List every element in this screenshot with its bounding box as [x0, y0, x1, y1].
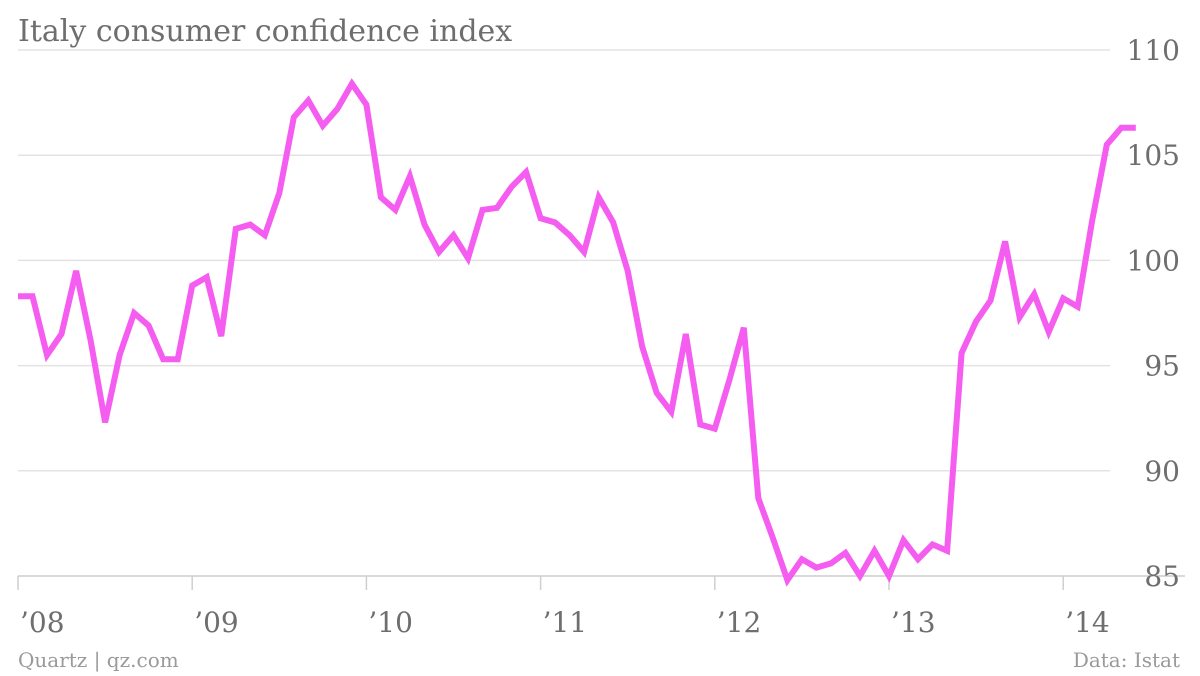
- gridlines: [18, 49, 1185, 577]
- x-tick-label-2012: ’12: [717, 606, 762, 639]
- series-line-0: [18, 78, 1136, 587]
- x-tick-label-2014: ’14: [1065, 606, 1110, 639]
- chart-title: Italy consumer confidence index: [18, 14, 512, 49]
- x-tick-label-2013: ’13: [891, 606, 936, 639]
- x-tick-label-2011: ’11: [543, 606, 588, 639]
- series: [18, 78, 1136, 587]
- x-tick-label-2008: ’08: [20, 606, 65, 639]
- y-tick-label-100: 100: [1127, 244, 1180, 277]
- y-axis: 85 90 95 100 105 110: [1127, 34, 1180, 593]
- x-axis: ’08 ’09 ’10 ’11 ’12 ’13 ’14: [17, 576, 1110, 639]
- x-tick-label-2010: ’10: [368, 606, 413, 639]
- data-source: Data: Istat: [1073, 648, 1180, 672]
- x-tick-label-2009: ’09: [194, 606, 239, 639]
- source-credit: Quartz | qz.com: [18, 648, 179, 673]
- y-tick-label-90: 90: [1144, 455, 1180, 488]
- y-tick-label-105: 105: [1127, 139, 1180, 172]
- y-tick-label-110: 110: [1127, 34, 1180, 67]
- y-tick-label-85: 85: [1144, 560, 1180, 593]
- y-tick-label-95: 95: [1144, 350, 1180, 383]
